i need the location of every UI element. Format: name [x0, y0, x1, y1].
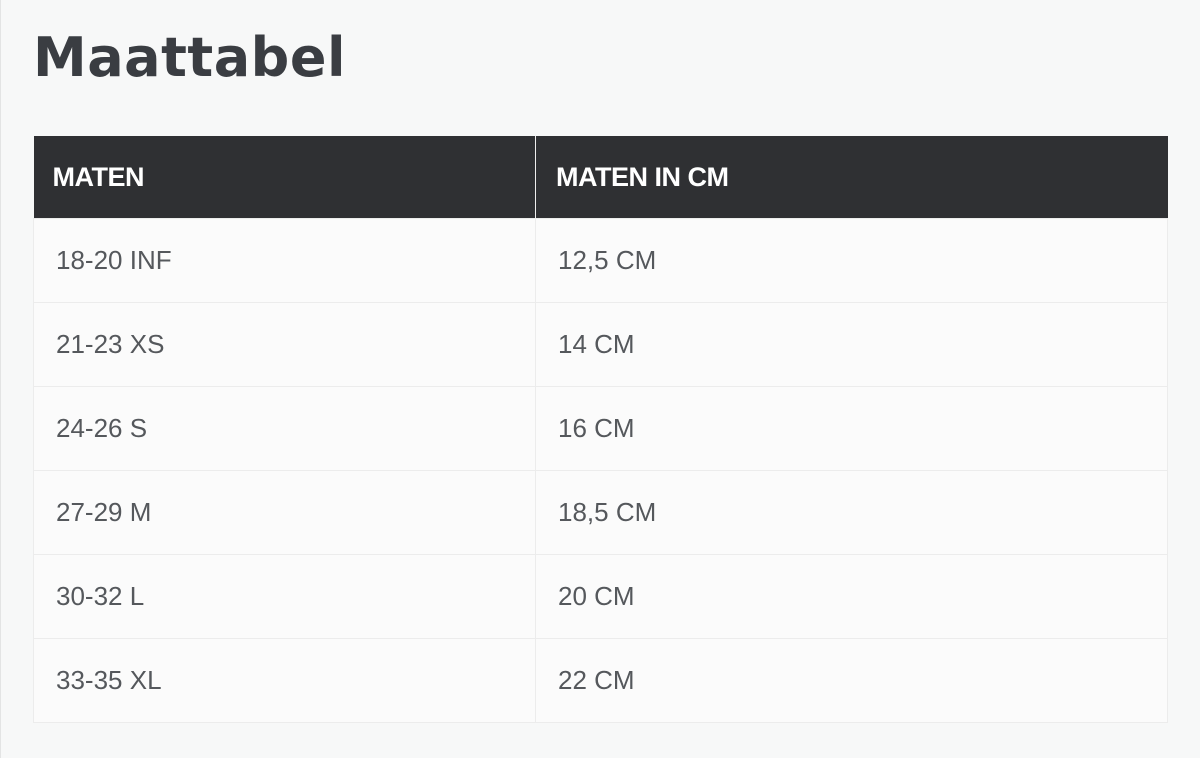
table-row: 21-23 XS 14 CM [33, 302, 1168, 387]
size-cell: 21-23 XS [33, 302, 536, 387]
table-row: 33-35 XL 22 CM [33, 638, 1168, 723]
size-cm-cell: 16 CM [535, 386, 1168, 471]
size-cm-cell: 12,5 CM [535, 218, 1168, 303]
column-header-sizes: MATEN [33, 136, 536, 219]
size-cm-cell: 20 CM [535, 554, 1168, 639]
size-table: MATEN MATEN IN CM 18-20 INF 12,5 CM 21-23 … [33, 136, 1168, 723]
column-header-sizes-cm: MATEN IN CM [535, 136, 1168, 219]
table-header-row: MATEN MATEN IN CM [33, 136, 1168, 219]
size-cell: 18-20 INF [33, 218, 536, 303]
table-row: 27-29 M 18,5 CM [33, 470, 1168, 555]
page-title: Maattabel [33, 26, 346, 89]
size-cm-cell: 14 CM [535, 302, 1168, 387]
table-row: 30-32 L 20 CM [33, 554, 1168, 639]
table-row: 24-26 S 16 CM [33, 386, 1168, 471]
size-cell: 27-29 M [33, 470, 536, 555]
table-row: 18-20 INF 12,5 CM [33, 218, 1168, 303]
size-cm-cell: 18,5 CM [535, 470, 1168, 555]
size-cell: 30-32 L [33, 554, 536, 639]
size-cm-cell: 22 CM [535, 638, 1168, 723]
size-cell: 33-35 XL [33, 638, 536, 723]
size-cell: 24-26 S [33, 386, 536, 471]
